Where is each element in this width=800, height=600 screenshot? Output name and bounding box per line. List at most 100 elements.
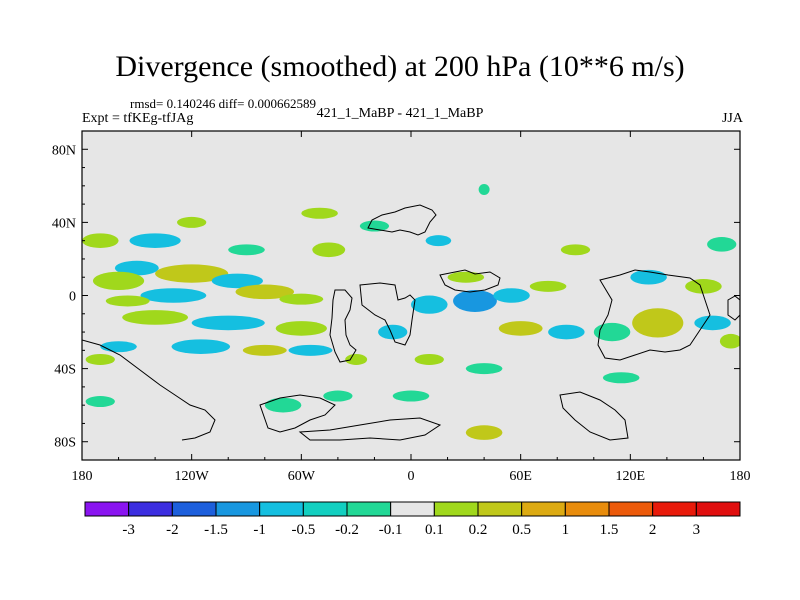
x-tick-label: 120W bbox=[175, 469, 210, 484]
colorbar-swatch bbox=[84, 501, 130, 517]
contour-region-17 bbox=[85, 353, 115, 365]
contour-region-21 bbox=[301, 207, 338, 219]
contour-region-12 bbox=[275, 321, 327, 336]
colorbar-label: -2 bbox=[166, 522, 179, 538]
coastline-south-pacific bbox=[82, 339, 216, 441]
colorbar-swatch bbox=[302, 501, 348, 517]
contour-region-9 bbox=[279, 293, 324, 305]
contour-region-48 bbox=[465, 425, 503, 440]
contour-region-41 bbox=[694, 315, 731, 331]
contour-region-33 bbox=[345, 353, 368, 365]
y-tick-label: 40S bbox=[54, 363, 76, 378]
colorbar-label: 0.1 bbox=[425, 522, 444, 538]
contour-region-49 bbox=[85, 396, 115, 407]
colorbar: -3 -2 -1.5 -1 -0.5 -0.2 -0.1 0.1 0.2 0.5 1 1.5 2 3 bbox=[84, 501, 741, 538]
contour-region-39 bbox=[593, 322, 631, 342]
contour-region-46 bbox=[323, 390, 353, 402]
coastline-antarctica-east bbox=[298, 417, 442, 441]
contour-region-11 bbox=[191, 315, 265, 331]
colorbar-swatch bbox=[215, 501, 261, 517]
experiment-line: Expt = tfKEg-tfJAg bbox=[82, 111, 194, 126]
contour-layer bbox=[82, 184, 740, 440]
contour-region-13 bbox=[100, 341, 137, 353]
contour-region-14 bbox=[171, 339, 231, 354]
colorbar-label: 1.5 bbox=[600, 522, 619, 538]
coastline-antarctica-west bbox=[259, 394, 336, 433]
coastline-asia-maritime bbox=[597, 269, 711, 361]
contour-region-6 bbox=[140, 288, 207, 303]
contour-region-47 bbox=[392, 390, 430, 402]
chart-title: Divergence (smoothed) at 200 hPa (10**6 … bbox=[115, 50, 685, 83]
contour-region-22 bbox=[359, 220, 390, 232]
colorbar-swatch bbox=[521, 501, 566, 517]
x-tick-label: 180 bbox=[730, 469, 751, 484]
coastline-eurasia bbox=[439, 269, 501, 293]
colorbar-swatch bbox=[171, 501, 217, 517]
x-tick-label: 120E bbox=[616, 469, 646, 484]
coastline-antarctica-southeast bbox=[559, 391, 629, 441]
contour-region-8 bbox=[235, 284, 295, 300]
contour-region-20 bbox=[177, 216, 207, 228]
colorbar-swatch bbox=[259, 501, 304, 517]
contour-region-40 bbox=[685, 279, 722, 294]
contour-region-35 bbox=[465, 363, 503, 375]
contour-region-3 bbox=[92, 271, 145, 291]
coastline-layer bbox=[82, 204, 740, 441]
contour-region-43 bbox=[719, 333, 740, 349]
contour-region-19 bbox=[312, 242, 346, 258]
contour-region-34 bbox=[414, 353, 444, 365]
contour-region-1 bbox=[82, 233, 119, 248]
contour-region-28 bbox=[493, 288, 530, 303]
colorbar-label: -0.2 bbox=[335, 522, 359, 538]
colorbar-label: -3 bbox=[122, 522, 135, 538]
x-axis: 180 120W 60W 0 60E 120E 180 bbox=[72, 131, 751, 484]
y-tick-label: 80N bbox=[52, 143, 76, 158]
contour-region-15 bbox=[242, 344, 287, 356]
coastline-south-america bbox=[329, 289, 357, 363]
contour-region-7 bbox=[105, 295, 150, 307]
y-tick-label: 40N bbox=[52, 216, 76, 231]
x-tick-label: 60E bbox=[509, 469, 532, 484]
contour-region-27 bbox=[453, 290, 497, 312]
y-tick-label: 0 bbox=[69, 290, 76, 305]
colorbar-swatch bbox=[564, 501, 610, 517]
colorbar-swatch bbox=[652, 501, 697, 517]
colorbar-swatch bbox=[695, 501, 741, 517]
colorbar-swatch bbox=[608, 501, 654, 517]
contour-region-44 bbox=[602, 372, 640, 384]
x-tick-label: 0 bbox=[408, 469, 415, 484]
colorbar-swatch bbox=[346, 501, 392, 517]
colorbar-label: -1.5 bbox=[204, 522, 228, 538]
contour-region-0 bbox=[129, 233, 181, 248]
x-tick-label: 60W bbox=[288, 469, 316, 484]
colorbar-label: 2 bbox=[649, 522, 657, 538]
contour-region-36 bbox=[560, 244, 591, 256]
contour-region-16 bbox=[288, 344, 333, 356]
season-label: JJA bbox=[721, 111, 743, 126]
contour-region-32 bbox=[378, 324, 408, 340]
colorbar-label: -1 bbox=[253, 522, 266, 538]
colorbar-label: 0.2 bbox=[469, 522, 488, 538]
colorbar-label: 1 bbox=[562, 522, 570, 538]
colorbar-swatch bbox=[477, 501, 523, 517]
contour-region-45 bbox=[264, 397, 302, 413]
colorbar-swatch bbox=[128, 501, 173, 517]
contour-region-38 bbox=[632, 308, 684, 338]
contour-region-10 bbox=[122, 310, 189, 325]
coastline-north-america bbox=[367, 204, 437, 236]
cases-line: 421_1_MaBP - 421_1_MaBP bbox=[316, 106, 484, 121]
contour-region-31 bbox=[548, 324, 585, 340]
contour-region-26 bbox=[411, 295, 448, 314]
contour-region-42 bbox=[707, 237, 737, 252]
coastline-africa bbox=[359, 282, 416, 346]
y-tick-label: 80S bbox=[54, 436, 76, 451]
colorbar-label: 0.5 bbox=[512, 522, 531, 538]
colorbar-label: 3 bbox=[693, 522, 701, 538]
x-tick-label: 180 bbox=[72, 469, 93, 484]
colorbar-label: -0.1 bbox=[379, 522, 403, 538]
contour-region-24 bbox=[478, 184, 490, 195]
colorbar-swatch bbox=[433, 501, 479, 517]
contour-region-29 bbox=[529, 280, 567, 292]
y-axis: 80N 40N 0 40S 80S bbox=[52, 143, 740, 451]
